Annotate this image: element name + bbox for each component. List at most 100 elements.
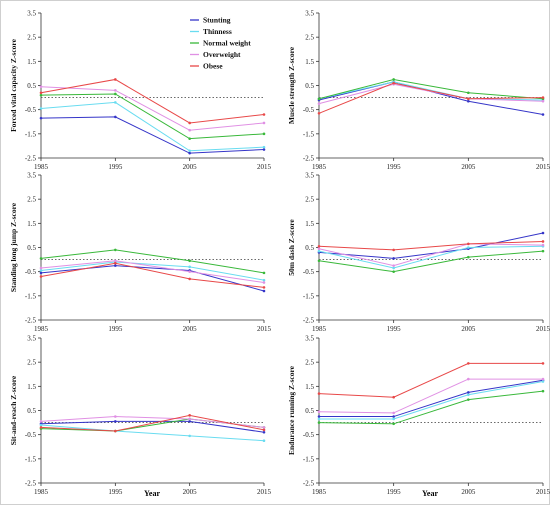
data-point-overweight [317,102,321,105]
data-point-normal-weight [188,259,191,263]
x-tick-label: 1995 [387,163,402,171]
data-point-obese [188,414,191,417]
x-tick-label: 2005 [461,488,476,496]
data-point-stunting [317,415,321,418]
x-tick-label: 2015 [536,163,550,171]
data-point-obese [317,244,321,248]
data-point-thinness [39,107,43,110]
x-tick-label: 2005 [183,488,198,496]
series-line-stunting [40,265,265,292]
series-line-obese [318,82,544,114]
data-point-normal-weight [392,270,395,273]
data-point-stunting [39,116,43,120]
data-point-overweight [541,99,545,103]
x-axis-title-right: Year [422,489,438,498]
data-point-stunting [541,113,545,116]
data-point-overweight [262,426,266,429]
series-line-overweight [318,378,543,414]
y-tick-label: -2.5 [303,480,315,488]
data-point-obese [262,428,266,432]
series-line-obese [40,262,265,288]
x-axis-title-left: Year [144,489,160,498]
x-tick-label: 1985 [34,488,49,496]
x-tick-label: 2015 [257,325,272,333]
data-point-overweight [39,420,43,423]
series-line-overweight [40,86,265,131]
data-point-normal-weight [392,78,395,81]
data-point-obese [114,429,117,433]
data-point-thinness [262,439,266,443]
data-point-stunting [188,151,191,155]
data-point-thinness [317,417,321,421]
y-tick-label: 3.5 [27,335,36,343]
y-tick-label: -2.5 [303,155,315,163]
data-point-obese [467,242,470,246]
data-point-stunting [262,289,266,293]
data-point-normal-weight [262,271,266,275]
series-line-normal-weight [318,390,544,425]
x-tick-label: 2015 [536,325,550,333]
series-line-obese [40,78,265,124]
data-point-obese [39,91,43,95]
y-tick-label: 1.5 [305,58,314,66]
data-point-obese [541,362,545,365]
x-tick-label: 1995 [108,488,123,496]
y-tick-label: -2.5 [25,480,37,488]
y-tick-label: 2.5 [305,34,314,42]
series-line-overweight [318,243,544,267]
x-tick-label: 1985 [34,325,49,333]
y-axis-title: Endurance running Z-score [287,365,296,455]
x-tick-label: 1995 [108,163,123,171]
legend: Stunting Thinness Normal weight Overweight O… [190,16,251,71]
x-tick-label: 2005 [461,163,476,171]
y-axis-title: Forced vital capacity Z-score [9,38,18,131]
y-axis-title: Standing long jump Z-score [9,202,18,292]
data-point-obese [262,286,266,289]
data-point-thinness [392,417,395,421]
data-point-normal-weight [317,259,321,263]
y-tick-label: 2.5 [305,196,314,204]
x-tick-label: 1995 [387,325,402,333]
data-point-thinness [114,101,117,104]
y-tick-label: 2.5 [305,359,314,367]
y-tick-label: -2.5 [25,317,37,325]
data-point-normal-weight [541,389,545,393]
y-tick-label: 2.5 [27,196,36,204]
data-point-overweight [39,85,43,89]
data-point-obese [39,275,43,278]
y-tick-label: -1.5 [25,455,37,463]
y-tick-label: 1.5 [305,383,314,391]
data-point-obese [392,248,395,252]
data-point-overweight [541,377,545,381]
y-axis-title: Sit-and-reach Z-score [9,375,18,445]
series-line-thinness [319,381,544,420]
y-tick-label: 3.5 [305,172,314,180]
y-tick-label: -0.5 [25,431,37,439]
series-line-normal-weight [318,250,544,273]
y-tick-label: -2.5 [25,155,37,163]
x-tick-label: 2005 [183,163,198,171]
series-line-stunting [319,379,544,418]
series-line-obese [318,240,544,251]
series-line-stunting [40,420,265,433]
y-axis-title: Muscle strength Z-score [287,46,296,124]
data-point-thinness [392,266,395,270]
data-point-normal-weight [188,137,191,140]
data-point-stunting [114,115,117,119]
y-tick-label: -1.5 [25,292,37,300]
series-line-overweight [318,83,544,105]
data-point-obese [392,81,395,85]
data-point-stunting [467,99,470,103]
data-point-normal-weight [262,132,266,136]
series-line-thinness [40,424,265,442]
data-point-thinness [262,145,266,149]
data-point-overweight [114,89,117,92]
y-tick-label: -1.5 [303,455,315,463]
legend-label: Overweight [203,50,241,59]
data-point-normal-weight [467,255,470,259]
y-tick-label: 1.5 [27,383,36,391]
